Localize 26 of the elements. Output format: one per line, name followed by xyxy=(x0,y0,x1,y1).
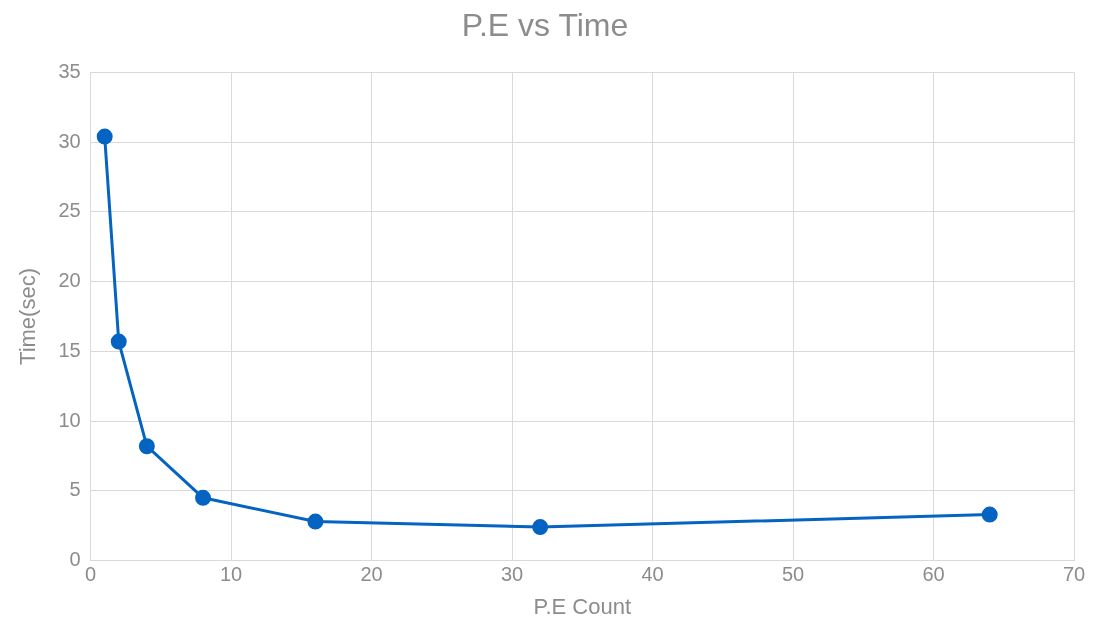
y-tick-label: 15 xyxy=(58,338,81,361)
point xyxy=(96,128,113,145)
x-tick-label: 50 xyxy=(781,563,805,586)
point xyxy=(307,513,324,530)
x-tick-label: 40 xyxy=(641,563,664,586)
y-tick-label: 30 xyxy=(58,129,81,152)
y-tick-label: 10 xyxy=(58,408,81,431)
point xyxy=(110,333,127,350)
y-tick-label: 5 xyxy=(69,478,81,501)
y-tick-label: 20 xyxy=(58,269,81,292)
point xyxy=(138,438,155,455)
y-tick-label: 0 xyxy=(69,548,81,571)
x-tick-label: 10 xyxy=(220,563,243,586)
x-tick-label: 70 xyxy=(1062,563,1086,586)
x-tick-label: 30 xyxy=(500,563,524,586)
point xyxy=(195,489,212,506)
y-tick-label: 35 xyxy=(58,59,81,82)
y-tick-label: 25 xyxy=(58,199,81,222)
point xyxy=(532,519,549,536)
chart-title: P.E vs Time xyxy=(461,7,629,44)
y-axis-title: Time(sec) xyxy=(15,268,41,365)
x-axis-title: P.E Count xyxy=(533,593,632,619)
x-tick-label: 60 xyxy=(922,563,945,586)
x-tick-label: 20 xyxy=(360,563,383,586)
point xyxy=(981,506,998,523)
x-tick-label: 0 xyxy=(85,563,97,586)
